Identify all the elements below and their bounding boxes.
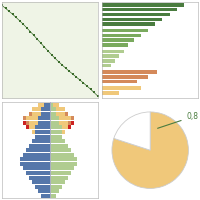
Bar: [102, 70, 157, 74]
Bar: [56, 107, 65, 111]
Bar: [50, 162, 77, 166]
Bar: [44, 103, 50, 107]
Bar: [50, 153, 74, 157]
Bar: [35, 125, 50, 129]
Bar: [35, 185, 50, 189]
Bar: [32, 139, 50, 143]
Bar: [50, 189, 59, 193]
Bar: [50, 116, 59, 120]
Bar: [29, 121, 38, 125]
Bar: [50, 139, 65, 143]
Bar: [23, 166, 50, 170]
Bar: [65, 112, 68, 116]
Bar: [23, 153, 50, 157]
Bar: [62, 130, 65, 134]
Bar: [50, 144, 68, 148]
Bar: [50, 130, 62, 134]
Bar: [50, 125, 62, 129]
Bar: [50, 176, 68, 180]
Bar: [38, 116, 50, 120]
Bar: [41, 112, 50, 116]
Bar: [50, 107, 56, 111]
Bar: [29, 144, 50, 148]
Bar: [50, 194, 56, 198]
Bar: [26, 116, 38, 120]
Bar: [23, 116, 26, 120]
Bar: [102, 8, 177, 11]
Bar: [29, 176, 50, 180]
Bar: [50, 121, 59, 125]
Bar: [50, 157, 77, 161]
Text: 0,8: 0,8: [158, 112, 199, 128]
Bar: [102, 64, 111, 67]
Bar: [59, 121, 68, 125]
Bar: [102, 80, 137, 83]
Bar: [29, 125, 35, 129]
Bar: [50, 135, 62, 139]
Bar: [56, 112, 65, 116]
Bar: [62, 125, 68, 129]
Bar: [68, 125, 71, 129]
Bar: [50, 112, 56, 116]
Bar: [102, 43, 128, 47]
Bar: [102, 3, 184, 7]
Bar: [38, 189, 50, 193]
Wedge shape: [112, 112, 188, 188]
Bar: [102, 18, 162, 21]
Bar: [102, 91, 119, 95]
Bar: [59, 116, 71, 120]
Bar: [20, 157, 50, 161]
Bar: [35, 130, 50, 134]
Bar: [26, 148, 50, 152]
Bar: [102, 22, 155, 26]
Bar: [38, 103, 44, 107]
Bar: [53, 103, 59, 107]
Wedge shape: [114, 112, 150, 150]
Bar: [41, 194, 50, 198]
Bar: [50, 166, 74, 170]
Bar: [102, 38, 134, 42]
Bar: [102, 54, 119, 58]
Bar: [102, 75, 148, 79]
Bar: [29, 112, 32, 116]
Bar: [102, 29, 148, 32]
Bar: [32, 180, 50, 184]
Bar: [71, 121, 74, 125]
Bar: [32, 112, 41, 116]
Bar: [102, 13, 170, 16]
Bar: [35, 135, 50, 139]
Bar: [102, 50, 124, 53]
Bar: [71, 116, 74, 120]
Bar: [20, 162, 50, 166]
Bar: [50, 185, 62, 189]
Bar: [23, 121, 26, 125]
Bar: [38, 121, 50, 125]
Bar: [102, 86, 141, 90]
Bar: [32, 107, 41, 111]
Bar: [26, 121, 29, 125]
Bar: [102, 34, 141, 37]
Bar: [68, 121, 71, 125]
Bar: [32, 130, 35, 134]
Bar: [26, 171, 50, 175]
Bar: [50, 180, 65, 184]
Bar: [50, 103, 53, 107]
Bar: [50, 148, 71, 152]
Bar: [41, 107, 50, 111]
Bar: [50, 171, 71, 175]
Bar: [26, 125, 29, 129]
Bar: [102, 59, 115, 63]
